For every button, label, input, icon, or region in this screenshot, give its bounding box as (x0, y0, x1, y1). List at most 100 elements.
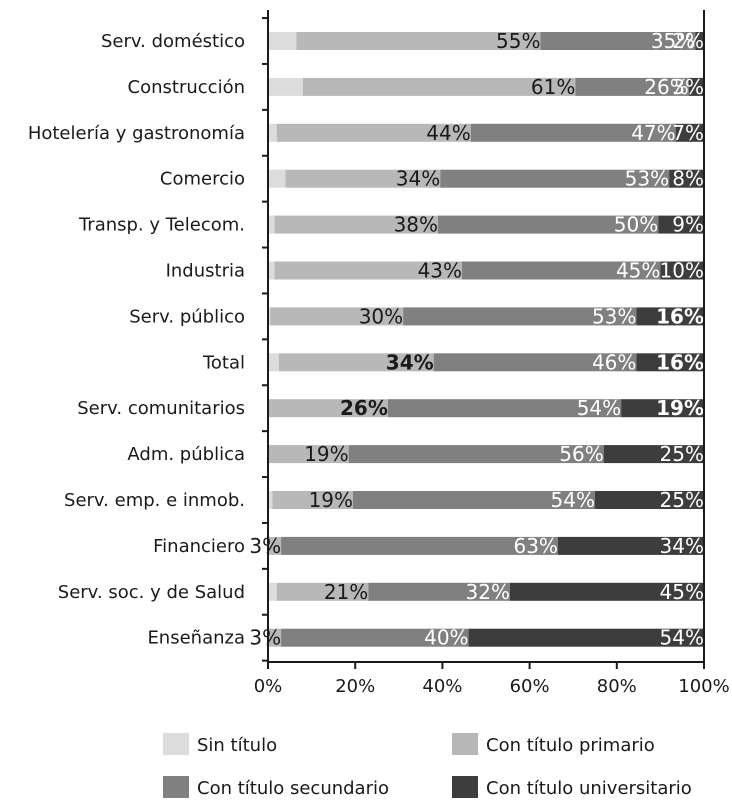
bar-segment-comercio-con-titulo-universitario (669, 169, 704, 188)
bar-segment-ensenanza-con-titulo-secundario (281, 628, 469, 647)
bar-segment-financiero-con-titulo-universitario (557, 536, 704, 555)
x-tick-label-0: 0% (254, 676, 283, 697)
bar-segment-serv-emp-e-inmob-con-titulo-primario (272, 491, 354, 509)
bar-segment-adm-publica-con-titulo-secundario (348, 445, 604, 464)
bar-segment-total-con-titulo-universitario (636, 353, 704, 372)
data-label-total-con-titulo-universitario: 16% (656, 350, 704, 374)
data-label-ensenanza-con-titulo-secundario: 40% (424, 626, 468, 650)
category-label-hoteleria-y-gastronomia: Hotelería y gastronomía (28, 123, 245, 144)
bar-segment-total-con-titulo-primario (278, 353, 434, 372)
bar-segment-transp-y-telecom-con-titulo-universitario (658, 215, 704, 234)
category-label-serv-comunitarios: Serv. comunitarios (77, 398, 245, 419)
bar-segment-construccion-con-titulo-universitario (688, 77, 704, 96)
data-label-serv-domestico-con-titulo-secundario: 35% (651, 29, 695, 53)
data-label-financiero-con-titulo-secundario: 63% (513, 534, 557, 558)
bar-segment-ensenanza-con-titulo-primario (268, 628, 282, 647)
bar-segment-serv-emp-e-inmob-con-titulo-universitario (595, 491, 704, 509)
bar-segment-hoteleria-y-gastronomia-con-titulo-universitario (675, 123, 704, 142)
data-label-construccion-con-titulo-primario: 61% (531, 75, 575, 99)
data-label-serv-publico-con-titulo-secundario: 53% (592, 304, 636, 328)
category-label-total: Total (202, 352, 245, 373)
bar-segment-comercio-con-titulo-primario (285, 169, 441, 188)
bar-segment-construccion-con-titulo-primario (302, 77, 576, 96)
data-label-construccion-con-titulo-secundario: 26% (644, 75, 688, 99)
bar-segment-industria-sin-titulo (268, 261, 275, 280)
bar-segment-serv-publico-sin-titulo (268, 307, 271, 326)
data-label-serv-soc-y-de-salud-con-titulo-secundario: 32% (466, 580, 510, 604)
x-tick-label-2: 40% (422, 676, 462, 697)
bar-segment-hoteleria-y-gastronomia-sin-titulo (268, 123, 277, 142)
bar-segment-serv-publico-con-titulo-universitario (636, 307, 704, 326)
legend-swatch-con-titulo-universitario (452, 776, 478, 798)
x-tick-label-4: 80% (597, 676, 637, 697)
bar-segment-industria-con-titulo-primario (274, 261, 463, 280)
bar-segment-total-sin-titulo (268, 353, 279, 372)
category-label-serv-emp-e-inmob: Serv. emp. e inmob. (64, 490, 245, 511)
bar-segment-serv-publico-con-titulo-primario (270, 307, 404, 326)
data-label-industria-con-titulo-secundario: 45% (616, 259, 660, 283)
bar-segment-hoteleria-y-gastronomia-con-titulo-primario (276, 123, 471, 142)
x-tick-label-1: 20% (335, 676, 375, 697)
category-label-industria: Industria (166, 261, 245, 282)
data-label-serv-soc-y-de-salud-con-titulo-primario: 21% (324, 580, 368, 604)
legend: Sin título Con título primario Con título … (163, 733, 692, 799)
data-label-hoteleria-y-gastronomia-con-titulo-universitario: 7% (672, 121, 704, 145)
bar-segment-transp-y-telecom-con-titulo-secundario (438, 215, 659, 234)
data-label-ensenanza-con-titulo-primario: 3% (249, 626, 281, 650)
bar-segment-hoteleria-y-gastronomia-con-titulo-secundario (470, 123, 676, 142)
bar-segment-comercio-sin-titulo (268, 169, 286, 188)
legend-label-con-titulo-universitario: Con título universitario (486, 778, 692, 799)
bar-segment-serv-soc-y-de-salud-con-titulo-secundario (368, 582, 510, 601)
data-label-serv-publico-con-titulo-primario: 30% (359, 304, 403, 328)
data-label-adm-publica-con-titulo-primario: 19% (304, 442, 348, 466)
bar-segment-serv-emp-e-inmob-con-titulo-secundario (353, 491, 595, 509)
legend-label-con-titulo-primario: Con título primario (486, 735, 655, 756)
bar-segment-construccion-sin-titulo (268, 77, 303, 96)
bar-segment-industria-con-titulo-universitario (660, 261, 704, 280)
data-label-serv-comunitarios-con-titulo-universitario: 19% (656, 396, 704, 420)
data-label-comercio-con-titulo-secundario: 53% (625, 167, 669, 191)
category-label-ensenanza: Enseñanza (147, 628, 245, 649)
bar-segment-transp-y-telecom-sin-titulo (268, 215, 275, 234)
data-label-industria-con-titulo-primario: 43% (418, 259, 462, 283)
legend-swatch-con-titulo-primario (452, 733, 478, 755)
bar-segment-transp-y-telecom-con-titulo-primario (274, 215, 439, 234)
data-label-ensenanza-con-titulo-universitario: 54% (660, 626, 704, 650)
bar-segment-ensenanza-con-titulo-universitario (468, 628, 704, 647)
category-label-construccion: Construcción (128, 77, 245, 98)
legend-swatch-con-titulo-secundario (163, 776, 189, 798)
bar-segment-serv-comunitarios-con-titulo-secundario (387, 399, 622, 418)
bar-segment-serv-domestico-sin-titulo (268, 32, 297, 50)
bar-segment-construccion-con-titulo-secundario (575, 77, 689, 96)
data-label-serv-comunitarios-con-titulo-primario: 26% (340, 396, 388, 420)
data-label-comercio-con-titulo-universitario: 8% (672, 167, 704, 191)
legend-label-sin-titulo: Sin título (197, 735, 277, 756)
data-label-serv-comunitarios-con-titulo-secundario: 54% (577, 396, 621, 420)
data-label-serv-emp-e-inmob-con-titulo-secundario: 54% (551, 488, 595, 512)
data-label-serv-emp-e-inmob-con-titulo-universitario: 25% (660, 488, 704, 512)
data-label-comercio-con-titulo-primario: 34% (396, 167, 440, 191)
data-label-serv-publico-con-titulo-universitario: 16% (656, 304, 704, 328)
data-label-industria-con-titulo-universitario: 10% (660, 259, 704, 283)
data-label-transp-y-telecom-con-titulo-primario: 38% (394, 213, 438, 237)
category-label-comercio: Comercio (160, 169, 245, 190)
category-label-financiero: Financiero (153, 536, 245, 557)
x-tick-label-5: 100% (678, 676, 729, 697)
data-label-serv-soc-y-de-salud-con-titulo-universitario: 45% (660, 580, 704, 604)
data-label-total-con-titulo-primario: 34% (386, 350, 434, 374)
bar-segment-serv-domestico-con-titulo-secundario (540, 32, 696, 50)
category-label-serv-soc-y-de-salud: Serv. soc. y de Salud (58, 582, 245, 603)
data-label-financiero-con-titulo-primario: 3% (249, 534, 281, 558)
bar-segment-serv-emp-e-inmob-sin-titulo (268, 491, 273, 509)
bar-segment-serv-domestico-con-titulo-primario (296, 32, 541, 50)
data-label-adm-publica-con-titulo-universitario: 25% (660, 442, 704, 466)
axes-layer: 0% 20% 40% 60% 80% 100% (254, 10, 730, 697)
value-labels-layer: 55% 35%2%61% 26%3%44% 47%7%34% 53% 8%38% 50% 9%… (249, 29, 704, 650)
data-label-hoteleria-y-gastronomia-con-titulo-primario: 44% (426, 121, 470, 145)
legend-swatch-sin-titulo (163, 733, 189, 755)
x-tick-label-3: 60% (510, 676, 550, 697)
data-label-construccion-con-titulo-universitario: 3% (672, 75, 704, 99)
category-label-serv-publico: Serv. público (129, 306, 245, 327)
category-labels-layer: Serv. doméstico Construcción Hotelería y g… (28, 31, 245, 649)
